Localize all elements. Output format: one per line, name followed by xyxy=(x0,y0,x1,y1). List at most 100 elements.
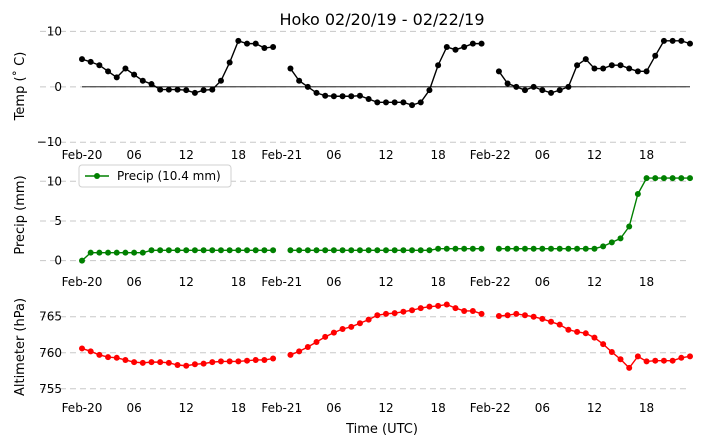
x-tick-label: 18 xyxy=(639,275,654,289)
data-point xyxy=(174,362,181,369)
data-point xyxy=(365,316,372,323)
data-point xyxy=(600,341,607,348)
data-point xyxy=(139,359,146,366)
data-point xyxy=(261,356,268,363)
data-point xyxy=(469,40,476,47)
x-tick-label: 18 xyxy=(231,275,246,289)
data-point xyxy=(113,354,120,361)
x-tick-label: 06 xyxy=(126,401,141,415)
data-point xyxy=(478,245,485,252)
data-point xyxy=(660,37,667,44)
data-point xyxy=(157,86,164,93)
y-axis-label: Temp (˚ C) xyxy=(12,52,28,122)
data-point xyxy=(400,247,407,254)
data-point xyxy=(348,93,355,100)
data-point xyxy=(287,247,294,254)
data-point xyxy=(461,43,468,50)
data-point xyxy=(417,305,424,312)
data-point xyxy=(191,361,198,368)
data-point xyxy=(539,245,546,252)
data-point xyxy=(582,330,589,337)
data-point xyxy=(643,175,650,182)
data-point xyxy=(426,303,433,310)
x-tick-label: Feb-20 xyxy=(62,401,103,415)
data-point xyxy=(105,249,112,256)
x-tick-label: Feb-21 xyxy=(261,275,302,289)
y-tick-label: 765 xyxy=(39,310,62,324)
data-point xyxy=(313,89,320,96)
data-point xyxy=(87,58,94,65)
data-point xyxy=(217,77,224,84)
data-point xyxy=(296,77,303,84)
data-point xyxy=(209,359,216,366)
data-point xyxy=(660,175,667,182)
data-point xyxy=(252,40,259,47)
data-point xyxy=(270,43,277,50)
y-tick-label: 10 xyxy=(47,174,62,188)
data-point xyxy=(626,364,633,371)
data-point xyxy=(417,99,424,106)
data-point xyxy=(374,99,381,106)
data-point xyxy=(261,45,268,52)
data-point xyxy=(643,358,650,365)
data-point xyxy=(226,59,233,66)
data-point xyxy=(356,320,363,327)
data-point xyxy=(313,338,320,345)
data-point xyxy=(443,245,450,252)
data-point xyxy=(339,93,346,100)
data-point xyxy=(122,249,129,256)
data-point xyxy=(87,348,94,355)
data-point xyxy=(122,356,129,363)
data-point xyxy=(200,87,207,94)
data-point xyxy=(391,310,398,317)
data-point xyxy=(148,247,155,254)
y-tick-label: 5 xyxy=(54,214,62,228)
data-point xyxy=(565,83,572,90)
data-point xyxy=(608,349,615,356)
data-point xyxy=(435,245,442,252)
data-point xyxy=(131,359,138,366)
data-point xyxy=(574,245,581,252)
data-point xyxy=(235,247,242,254)
data-point xyxy=(461,307,468,314)
data-point xyxy=(678,354,685,361)
data-point xyxy=(348,247,355,254)
data-point xyxy=(548,89,555,96)
data-point xyxy=(478,310,485,317)
data-point xyxy=(556,245,563,252)
y-tick-label: 10 xyxy=(47,24,62,38)
data-point xyxy=(244,247,251,254)
x-tick-label: 18 xyxy=(639,401,654,415)
x-tick-label: 12 xyxy=(179,148,194,162)
data-point xyxy=(687,175,693,182)
data-point xyxy=(591,65,598,72)
data-point xyxy=(634,190,641,197)
data-point xyxy=(565,326,572,333)
data-point xyxy=(443,43,450,50)
data-point xyxy=(261,247,268,254)
x-tick-label: 18 xyxy=(430,148,445,162)
data-point xyxy=(669,37,676,44)
data-point xyxy=(287,65,294,72)
data-point xyxy=(495,245,502,252)
data-point xyxy=(478,40,485,47)
data-point xyxy=(504,312,511,319)
data-point xyxy=(582,56,589,63)
data-point xyxy=(608,239,615,246)
data-point xyxy=(183,247,190,254)
data-point xyxy=(383,247,389,254)
data-point xyxy=(391,99,398,106)
data-point xyxy=(574,62,581,69)
data-point xyxy=(157,247,164,254)
y-tick-label: 0 xyxy=(54,254,62,268)
data-point xyxy=(96,249,103,256)
x-tick-label: 12 xyxy=(179,275,194,289)
data-point xyxy=(548,245,555,252)
x-tick-label: 06 xyxy=(535,401,550,415)
data-point xyxy=(417,247,424,254)
data-point xyxy=(183,362,190,369)
panel-1: 10 0 −10 Temp (˚ C) Feb-20 06 12 18 Feb-21 06 12 18… xyxy=(12,24,693,162)
data-point xyxy=(252,356,259,363)
data-point xyxy=(96,62,103,69)
data-point xyxy=(105,68,112,75)
